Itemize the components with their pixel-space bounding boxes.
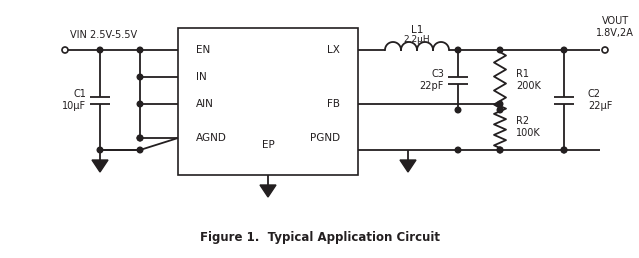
Text: C1
10μF: C1 10μF [62, 89, 86, 111]
Circle shape [497, 107, 503, 113]
Text: R1
200K: R1 200K [516, 69, 541, 91]
Circle shape [561, 147, 567, 153]
Text: EP: EP [261, 140, 274, 150]
Text: C3
22pF: C3 22pF [420, 69, 444, 91]
Circle shape [497, 147, 503, 153]
Text: VIN 2.5V-5.5V: VIN 2.5V-5.5V [70, 30, 137, 40]
Text: VOUT
1.8V,2A: VOUT 1.8V,2A [596, 17, 634, 38]
Text: LX: LX [327, 45, 340, 55]
Polygon shape [92, 160, 108, 172]
Text: FB: FB [327, 99, 340, 109]
Circle shape [497, 47, 503, 53]
Circle shape [137, 74, 142, 80]
Text: AIN: AIN [196, 99, 214, 109]
Circle shape [97, 47, 103, 53]
Bar [178, 28, 358, 175]
Circle shape [137, 47, 142, 53]
Circle shape [137, 135, 142, 141]
Polygon shape [400, 160, 416, 172]
Circle shape [455, 147, 461, 153]
Circle shape [455, 107, 461, 113]
Circle shape [137, 101, 142, 107]
Text: 2.2μH: 2.2μH [404, 36, 430, 44]
Circle shape [137, 135, 142, 141]
Circle shape [561, 47, 567, 53]
Circle shape [497, 101, 503, 107]
Text: IN: IN [196, 72, 207, 82]
Polygon shape [260, 185, 276, 197]
Circle shape [137, 147, 142, 153]
Text: EN: EN [196, 45, 210, 55]
Circle shape [455, 47, 461, 53]
Text: L1: L1 [411, 25, 423, 35]
Text: AGND: AGND [196, 133, 227, 143]
Circle shape [561, 147, 567, 153]
Text: R2
100K: R2 100K [516, 116, 541, 138]
Circle shape [97, 147, 103, 153]
Text: Figure 1.  Typical Application Circuit: Figure 1. Typical Application Circuit [200, 230, 440, 244]
Text: PGND: PGND [310, 133, 340, 143]
Text: C2
22μF: C2 22μF [588, 89, 612, 111]
Circle shape [497, 147, 503, 153]
